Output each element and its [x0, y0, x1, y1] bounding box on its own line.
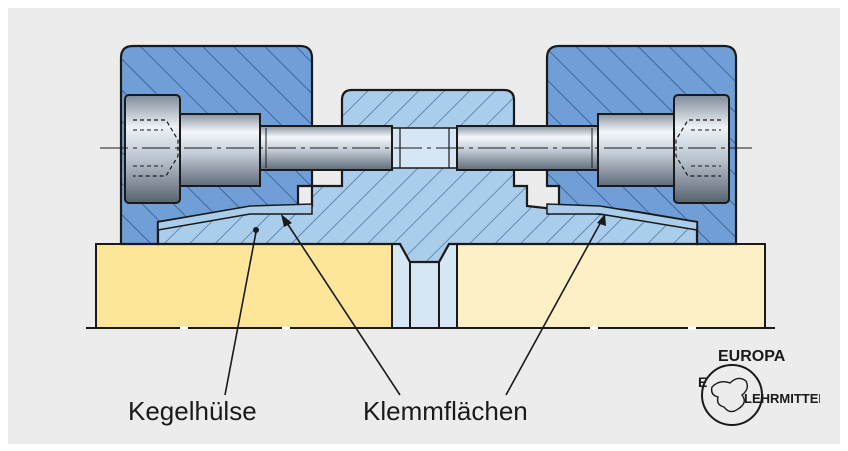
leader-klemmflaeche-right — [505, 219, 603, 396]
logo-text-bottom: LEHRMITTEL — [744, 391, 820, 406]
conical-sleeves — [157, 203, 698, 231]
leader-klemmflaeche-left — [284, 219, 401, 396]
leader-kegelhuelse — [224, 231, 257, 396]
europa-lehrmittel-logo: EUROPA E LEHRMITTEL — [698, 348, 820, 426]
label-kegelhuelse: Kegelhülse — [128, 396, 257, 426]
shaft-right-half — [456, 243, 766, 329]
shaft-left-half — [95, 243, 393, 329]
logo-text-top: EUROPA — [718, 348, 786, 365]
label-klemmflaechen: Klemmflächen — [363, 396, 528, 426]
logo-text-left: E — [698, 374, 707, 390]
leader-lines — [224, 214, 606, 396]
globe-icon — [701, 364, 763, 426]
